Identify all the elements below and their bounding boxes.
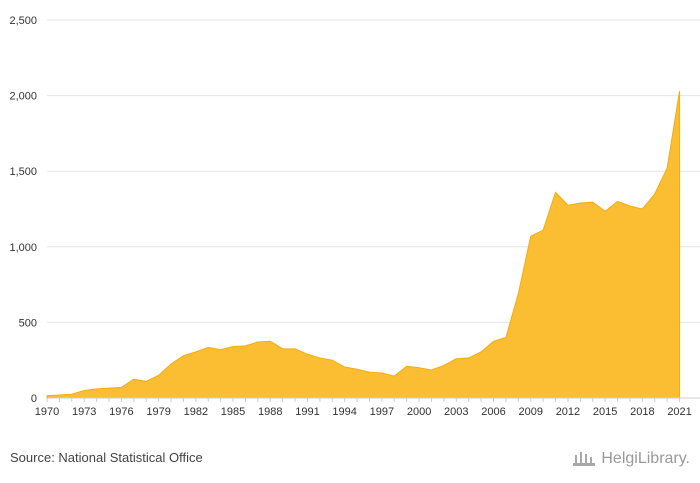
x-tick-label: 1988: [258, 406, 282, 418]
data-point: [57, 393, 61, 397]
data-point: [169, 362, 173, 366]
data-point: [70, 392, 74, 396]
data-point: [82, 388, 86, 392]
data-point: [492, 339, 496, 343]
y-tick-label: 1,500: [9, 166, 37, 178]
data-point: [107, 386, 111, 390]
x-tick-label: 1994: [332, 406, 356, 418]
data-point: [417, 366, 421, 370]
data-point: [380, 371, 384, 375]
y-tick-label: 1,000: [9, 242, 37, 254]
area-series: [45, 89, 682, 399]
data-point: [219, 348, 223, 352]
x-tick-label: 1970: [35, 406, 59, 418]
data-point: [566, 203, 570, 207]
x-tick-label: 1991: [295, 406, 319, 418]
data-point: [305, 352, 309, 356]
data-point: [591, 200, 595, 204]
x-tick-label: 2018: [630, 406, 654, 418]
x-tick-label: 2015: [593, 406, 617, 418]
data-point: [45, 394, 49, 398]
data-point: [119, 385, 123, 389]
data-point: [678, 89, 682, 93]
data-point: [355, 367, 359, 371]
x-axis-labels: 1970 1973 1976 1979 1982 1985 1988 1991 1994 1997…: [35, 406, 692, 418]
data-point: [529, 234, 533, 238]
data-point: [467, 356, 471, 360]
data-point: [281, 347, 285, 351]
data-point: [454, 357, 458, 361]
x-tick-label: 2006: [481, 406, 505, 418]
data-point: [616, 199, 620, 203]
area-series-fill: [46, 90, 681, 399]
x-tick-label: 2000: [407, 406, 431, 418]
data-point: [405, 364, 409, 368]
x-tick-label: 2003: [444, 406, 468, 418]
brand-name: HelgiLibrary.: [601, 450, 690, 467]
data-point: [95, 387, 99, 391]
data-point: [479, 350, 483, 354]
data-point: [640, 207, 644, 211]
data-point: [206, 345, 210, 349]
data-point: [603, 209, 607, 213]
x-tick-label: 1979: [146, 406, 170, 418]
helgi-library-logo-icon: [573, 452, 596, 466]
y-tick-label: 500: [19, 317, 37, 329]
x-tick-label: 2012: [556, 406, 580, 418]
data-point: [293, 347, 297, 351]
x-tick-label: 1985: [221, 406, 245, 418]
data-point: [181, 354, 185, 358]
y-tick-label: 2,000: [9, 91, 37, 103]
data-point: [318, 356, 322, 360]
brand-logo[interactable]: HelgiLibrary.: [571, 448, 690, 470]
data-point: [541, 228, 545, 232]
data-point: [243, 344, 247, 348]
data-point: [268, 339, 272, 343]
x-axis: [46, 397, 700, 402]
y-tick-label: 2,500: [9, 15, 37, 27]
data-point: [429, 368, 433, 372]
data-point: [132, 377, 136, 381]
data-point: [653, 192, 657, 196]
data-point: [516, 292, 520, 296]
data-point: [144, 379, 148, 383]
data-point: [231, 345, 235, 349]
data-point: [578, 201, 582, 205]
x-tick-label: 1997: [370, 406, 394, 418]
y-axis: 0 500 1,000 1,500 2,000 2,500: [9, 15, 37, 405]
data-point: [392, 374, 396, 378]
x-tick-label: 2009: [518, 406, 542, 418]
y-tick-label: 0: [31, 393, 37, 405]
x-tick-label: 1976: [109, 406, 133, 418]
data-point: [665, 166, 669, 170]
data-point: [330, 358, 334, 362]
data-point: [256, 340, 260, 344]
x-tick-label: 1982: [184, 406, 208, 418]
data-point: [504, 336, 508, 340]
data-point: [343, 365, 347, 369]
x-tick-label: 2021: [667, 406, 691, 418]
source-note: Source: National Statistical Office: [10, 450, 203, 465]
data-point: [554, 190, 558, 194]
data-point: [157, 373, 161, 377]
x-tick-label: 1973: [72, 406, 96, 418]
data-point: [628, 204, 632, 208]
data-point: [367, 370, 371, 374]
data-point: [194, 350, 198, 354]
data-point: [442, 363, 446, 367]
